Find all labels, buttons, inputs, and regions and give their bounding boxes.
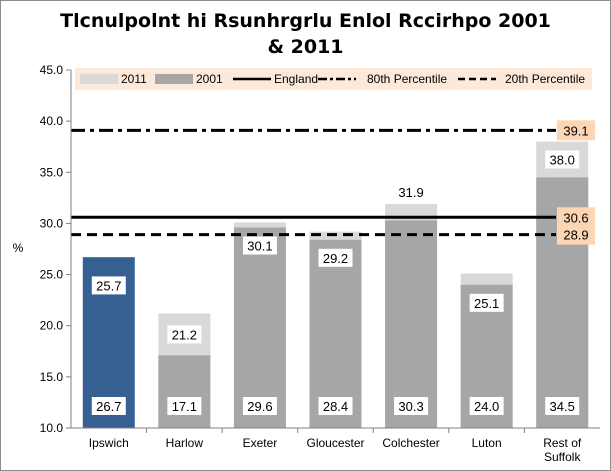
- label-box-2011-luton: [469, 293, 504, 312]
- category-label-luton: Luton: [472, 436, 502, 450]
- bar-2001-gloucester: [309, 239, 362, 428]
- ref-label-box-england: [557, 207, 595, 228]
- label-box-2001-luton: [469, 397, 504, 415]
- data-label-2011-gloucester: 29.2: [323, 251, 348, 266]
- data-label-2001-gloucester: 28.4: [323, 399, 348, 414]
- label-box-2011-exeter: [242, 236, 277, 255]
- legend-label-2011: 2011: [121, 72, 147, 86]
- bar-2001-exeter: [233, 227, 286, 428]
- y-tick-label: 15.0: [40, 370, 64, 384]
- data-label-2011-luton: 25.1: [474, 296, 499, 311]
- label-box-2001-gloucester: [318, 397, 353, 415]
- category-label-ipswich: Ipswich: [89, 436, 129, 450]
- data-label-2001-harlow: 17.1: [172, 399, 197, 414]
- data-label-2001-luton: 24.0: [474, 399, 499, 414]
- y-tick-label: 20.0: [40, 319, 64, 333]
- legend-swatch-2001: [155, 74, 193, 84]
- label-box-2001-exeter: [242, 397, 277, 415]
- data-label-2011-harlow: 21.2: [172, 327, 197, 342]
- data-label-2011-colchester: 31.9: [398, 185, 423, 200]
- legend-label-80th-percentile: 80th Percentile: [367, 72, 447, 86]
- ref-label-80th-percentile: 39.1: [563, 123, 588, 138]
- legend-swatch-2011: [80, 74, 118, 84]
- y-tick-label: 30.0: [40, 216, 64, 230]
- label-box-2011-colchester: [394, 182, 429, 201]
- legend-label-england: England: [274, 72, 318, 86]
- category-label-colchester: Colchester: [382, 436, 439, 450]
- y-tick-label: 40.0: [40, 114, 64, 128]
- y-tick-label: 45.0: [40, 63, 64, 77]
- label-box-2011-ipswich: [91, 276, 126, 295]
- data-label-2011-exeter: 30.1: [247, 239, 272, 254]
- label-box-2011-harlow: [167, 325, 202, 344]
- bar-2001-harlow: [158, 355, 211, 428]
- data-label-2011-rest-of-suffolk: 38.0: [550, 153, 575, 168]
- category-label-harlow: Harlow: [166, 436, 204, 450]
- label-box-2011-gloucester: [318, 248, 353, 267]
- y-tick-label: 10.0: [40, 421, 64, 435]
- ref-label-20th-percentile: 28.9: [563, 228, 588, 243]
- legend-label-2001: 2001: [196, 72, 223, 86]
- category-label-exeter: Exeter: [243, 436, 278, 450]
- ref-label-box-20th-percentile: [557, 224, 595, 245]
- bar-2001-colchester: [385, 220, 438, 428]
- label-box-2001-colchester: [394, 397, 429, 415]
- legend: [75, 68, 592, 90]
- label-box-2001-harlow: [167, 397, 202, 415]
- data-label-2001-exeter: 29.6: [247, 399, 272, 414]
- label-box-2011-rest-of-suffolk: [545, 150, 580, 169]
- ref-label-box-80th-percentile: [557, 120, 595, 141]
- label-box-2001-ipswich: [91, 397, 126, 415]
- data-label-2001-colchester: 30.3: [398, 399, 423, 414]
- data-label-2001-rest-of-suffolk: 34.5: [550, 399, 575, 414]
- category-label-gloucester: Gloucester: [306, 436, 364, 450]
- y-axis-label: %: [13, 241, 24, 255]
- data-label-2011-ipswich: 25.7: [96, 278, 121, 293]
- y-tick-label: 35.0: [40, 165, 64, 179]
- data-label-2001-ipswich: 26.7: [96, 399, 121, 414]
- legend-label-20th-percentile: 20th Percentile: [505, 72, 585, 86]
- chart-title: Tlcnulpolnt hi Rsunhrgrlu Enlol Rccirhpo…: [60, 10, 551, 58]
- y-tick-label: 25.0: [40, 268, 64, 282]
- category-label-rest-of-suffolk: Rest of Suffolk: [543, 436, 582, 464]
- label-box-2001-rest-of-suffolk: [545, 397, 580, 415]
- ref-label-england: 30.6: [563, 210, 588, 225]
